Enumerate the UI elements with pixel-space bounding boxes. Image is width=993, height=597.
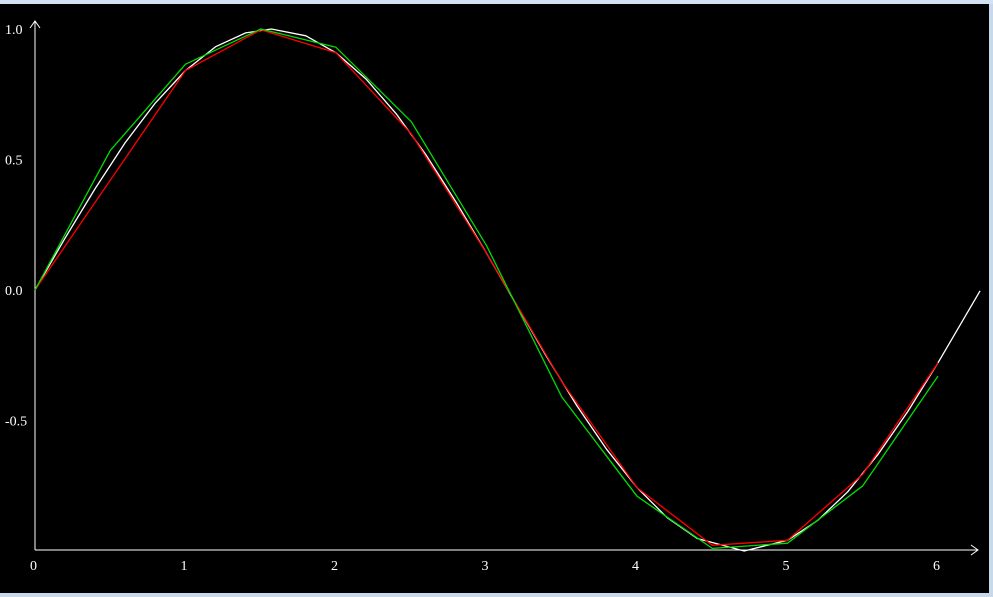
plot-area: 0 1 2 3 4 5 6 1.0 0.5 0.0 -0.5 — [0, 4, 993, 597]
series-line-3 — [34, 28, 939, 550]
y-tick-labels: 1.0 0.5 0.0 -0.5 — [5, 23, 27, 430]
x-tick-label: 5 — [783, 559, 790, 574]
y-tick-label: 1.0 — [5, 23, 23, 38]
x-axis-arrow — [970, 544, 979, 556]
series-line-2 — [34, 29, 939, 546]
y-tick-label: -0.5 — [5, 415, 27, 430]
x-tick-label: 2 — [331, 559, 338, 574]
y-tick-label: 0.5 — [5, 154, 23, 169]
chart-svg: 0 1 2 3 4 5 6 1.0 0.5 0.0 -0.5 — [5, 20, 981, 574]
window-top-strip — [0, 0, 993, 4]
series-lines — [34, 28, 981, 552]
y-axis-arrow — [29, 20, 41, 29]
x-tick-label: 4 — [632, 559, 639, 574]
y-tick-label: 0.0 — [5, 284, 23, 299]
x-tick-labels: 0 1 2 3 4 5 6 — [30, 559, 940, 574]
axes — [29, 20, 979, 556]
x-tick-label: 1 — [181, 559, 188, 574]
x-tick-label: 3 — [482, 559, 489, 574]
x-tick-label: 0 — [30, 559, 37, 574]
x-tick-label: 6 — [933, 559, 940, 574]
